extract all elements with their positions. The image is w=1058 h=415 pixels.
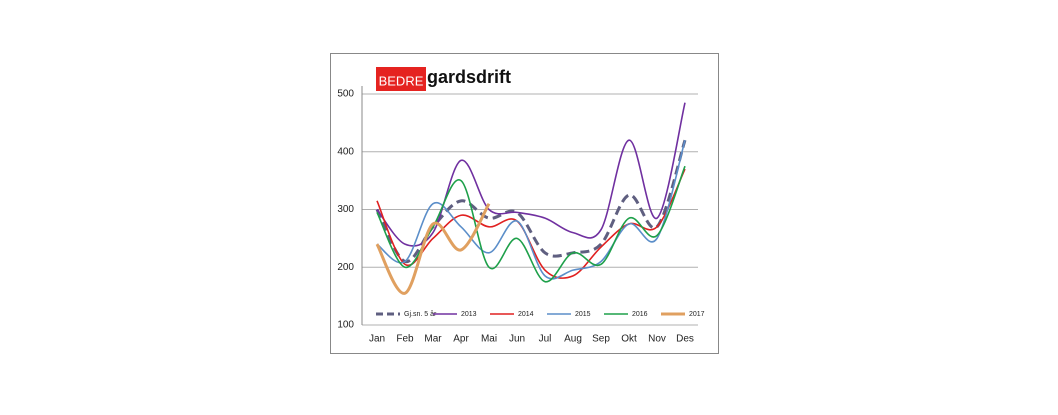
legend-label: 2015	[575, 311, 591, 318]
series-line	[376, 165, 686, 283]
x-tick-label: Sep	[592, 334, 610, 345]
logo-badge-box	[376, 67, 426, 91]
series-line	[376, 139, 686, 280]
x-tick-label: Mai	[481, 334, 497, 345]
x-tick-label: Okt	[621, 334, 637, 345]
y-tick-label: 100	[337, 320, 354, 331]
legend-label: 2017	[689, 311, 705, 318]
y-tick-label: 400	[337, 146, 354, 157]
x-tick-label: Jan	[369, 334, 385, 345]
x-tick-label: Jul	[539, 334, 552, 345]
x-tick-label: Aug	[564, 334, 582, 345]
x-tick-label: Jun	[509, 334, 525, 345]
x-tick-label: Feb	[396, 334, 414, 345]
legend-label: 2014	[518, 311, 534, 318]
x-tick-label: Nov	[648, 334, 666, 345]
series-line	[376, 102, 686, 247]
x-tick-label: Apr	[453, 334, 469, 345]
y-tick-label: 500	[337, 89, 354, 100]
logo-badge: BEDRE	[379, 73, 424, 88]
x-tick-label: Des	[676, 334, 694, 345]
x-tick-label: Mar	[424, 334, 442, 345]
chart-frame	[330, 53, 719, 354]
series-line	[375, 202, 491, 295]
y-tick-label: 300	[337, 204, 354, 215]
legend-label: 2013	[461, 311, 477, 318]
legend-label: Gj.sn. 5 år	[404, 310, 437, 318]
y-tick-label: 200	[337, 262, 354, 273]
legend-label: 2016	[632, 311, 648, 318]
logo-text: gardsdrift	[427, 67, 511, 87]
